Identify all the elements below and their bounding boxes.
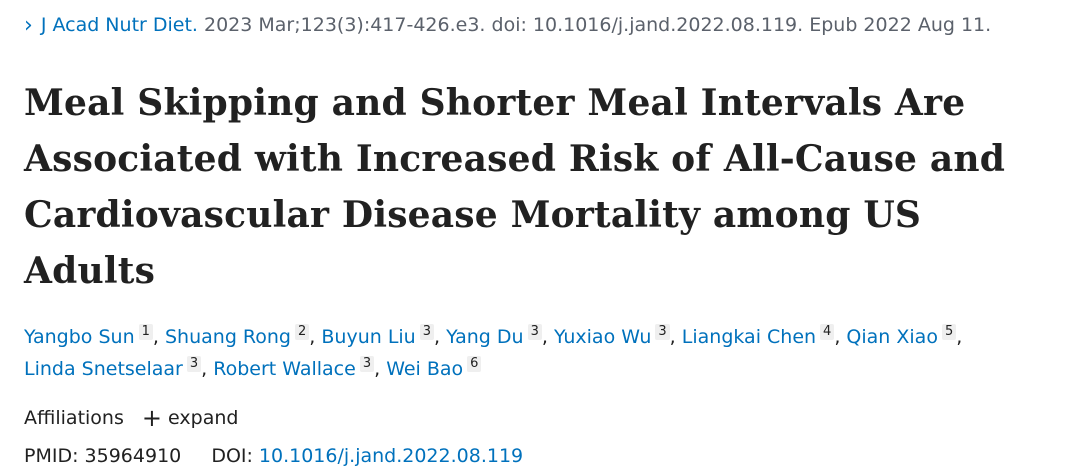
affiliation-badge[interactable]: 3	[186, 356, 202, 372]
author-item: Wei Bao 6	[386, 356, 482, 380]
expand-label: expand	[168, 407, 239, 429]
pmid-value: 35964910	[84, 445, 182, 467]
author-name-link[interactable]: Yang Du	[446, 326, 524, 348]
affiliation-badge[interactable]: 3	[655, 324, 670, 340]
affiliation-badge[interactable]: 6	[467, 356, 482, 372]
author-separator: ,	[956, 326, 963, 348]
article-title: Meal Skipping and Shorter Meal Intervals…	[24, 75, 1064, 299]
author-item: Robert Wallace 3	[213, 356, 375, 380]
author-separator: ,	[669, 326, 682, 348]
doi-link[interactable]: 10.1016/j.jand.2022.08.119	[258, 445, 524, 467]
affiliation-badge[interactable]: 3	[527, 324, 542, 340]
affiliations-label: Affiliations	[24, 407, 124, 429]
author-name-link[interactable]: Wei Bao	[386, 358, 464, 380]
author-item: Yang Du 3	[446, 324, 542, 348]
author-separator: ,	[374, 358, 387, 380]
affiliation-badge[interactable]: 1	[138, 324, 153, 340]
title-line: Cardiovascular Disease Mortality among U…	[24, 194, 922, 292]
identifiers-row: PMID: 35964910 DOI: 10.1016/j.jand.2022.0…	[24, 441, 1064, 471]
author-separator: ,	[434, 326, 447, 348]
author-name-link[interactable]: Liangkai Chen	[681, 326, 817, 348]
author-item: Shuang Rong 2	[164, 324, 310, 348]
author-item: Qian Xiao 5	[846, 324, 957, 348]
title-line: Meal Skipping and Shorter Meal Intervals…	[24, 82, 966, 124]
plus-icon: +	[141, 404, 163, 432]
author-item: Liangkai Chen 4	[681, 324, 835, 348]
affiliation-badge[interactable]: 3	[419, 324, 435, 340]
author-name-link[interactable]: Qian Xiao	[846, 326, 938, 348]
author-separator: ,	[201, 358, 214, 380]
affiliation-badge[interactable]: 4	[820, 324, 835, 340]
author-name-link[interactable]: Buyun Liu	[321, 326, 416, 348]
journal-link[interactable]: J Acad Nutr Diet.	[40, 14, 198, 36]
affiliation-badge[interactable]: 2	[295, 324, 310, 340]
affiliations-row: Affiliations + expand	[24, 403, 1064, 433]
affiliation-badge[interactable]: 5	[941, 324, 957, 340]
affiliation-badge[interactable]: 3	[359, 356, 375, 372]
affiliations-expand-button[interactable]: + expand	[141, 404, 239, 432]
author-name-link[interactable]: Yangbo Sun	[24, 326, 135, 348]
author-name-link[interactable]: Yuxiao Wu	[553, 326, 652, 348]
citation-details: 2023 Mar;123(3):417-426.e3. doi: 10.1016…	[204, 14, 992, 36]
author-name-link[interactable]: Linda Snetselaar	[24, 358, 183, 380]
author-separator: ,	[309, 326, 322, 348]
author-separator: ,	[834, 326, 847, 348]
title-line: Associated with Increased Risk of All-Ca…	[24, 138, 1006, 180]
chevron-right-icon[interactable]: ›	[24, 13, 33, 38]
author-item: Yuxiao Wu 3	[553, 324, 670, 348]
author-separator: ,	[152, 326, 165, 348]
author-item: Buyun Liu 3	[321, 324, 435, 348]
doi-label: DOI:	[211, 445, 253, 467]
authors-list: Yangbo Sun 1, Shuang Rong 2, Buyun Liu 3, Y…	[24, 321, 1064, 385]
pmid-label: PMID:	[24, 445, 79, 467]
citation-line: › J Acad Nutr Diet. 2023 Mar;123(3):417-4…	[24, 10, 1064, 41]
author-name-link[interactable]: Robert Wallace	[213, 358, 356, 380]
author-item: Yangbo Sun 1	[24, 324, 153, 348]
article-header: › J Acad Nutr Diet. 2023 Mar;123(3):417-4…	[24, 10, 1064, 471]
author-name-link[interactable]: Shuang Rong	[164, 326, 291, 348]
author-item: Linda Snetselaar 3	[24, 356, 202, 380]
author-separator: ,	[541, 326, 554, 348]
